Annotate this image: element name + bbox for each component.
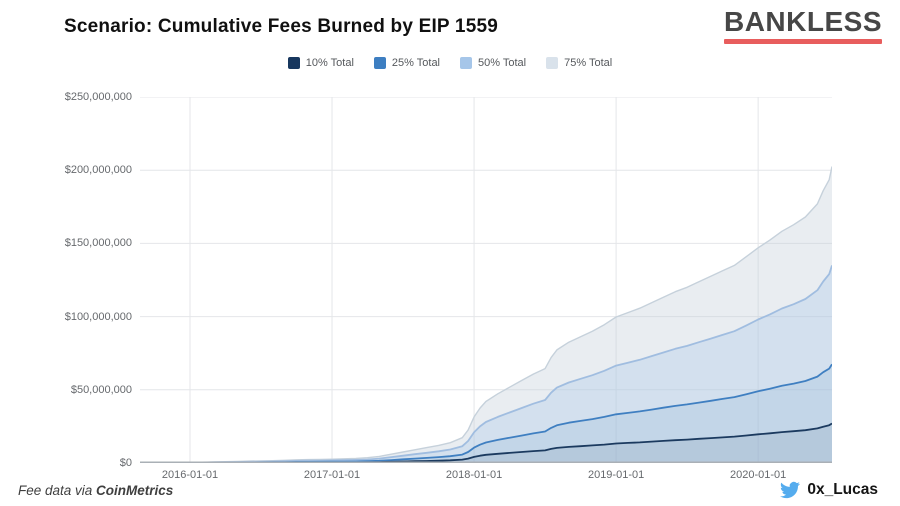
bankless-logo: BANKLESS — [723, 6, 882, 44]
legend-swatch-10-total — [287, 57, 300, 69]
legend-label: 10% Total — [305, 57, 354, 69]
plot-area — [139, 96, 833, 464]
legend-item-50-total[interactable]: 50% Total — [460, 57, 526, 69]
legend-item-25-total[interactable]: 25% Total — [373, 57, 440, 69]
y-tick-label: $100,000,000 — [64, 310, 132, 323]
area-50-total — [140, 265, 832, 463]
legend-label: 25% Total — [391, 57, 440, 69]
x-tick-label: 2019-01-01 — [587, 469, 645, 481]
area-75-total — [140, 166, 832, 463]
y-tick-label: $200,000,000 — [64, 164, 132, 177]
y-tick-label: $250,000,000 — [64, 91, 132, 103]
area-10-total — [140, 423, 832, 463]
data-source-prefix: Fee data via — [18, 483, 97, 498]
bankless-logo-text: BANKLESS — [723, 6, 882, 37]
x-tick-label: 2020-01-01 — [730, 469, 787, 481]
legend-item-10-total[interactable]: 10% Total — [287, 57, 354, 69]
legend-item-75-total[interactable]: 75% Total — [546, 57, 612, 69]
legend-label: 50% Total — [478, 57, 527, 69]
x-tick-label: 2016-01-01 — [161, 469, 219, 481]
twitter-handle[interactable]: 0x_Lucas — [807, 481, 878, 498]
bankless-logo-underline — [723, 38, 882, 44]
area-25-total — [140, 364, 832, 463]
data-source-note: Fee data via CoinMetrics — [18, 483, 173, 498]
y-tick-label: $50,000,000 — [70, 383, 132, 396]
data-source-name: CoinMetrics — [96, 483, 174, 498]
legend-label: 75% Total — [564, 57, 613, 69]
chart-legend: 10% Total 25% Total 50% Total 75% Total — [0, 57, 900, 69]
legend-swatch-25-total — [373, 57, 386, 69]
twitter-icon — [780, 481, 801, 499]
legend-swatch-50-total — [460, 57, 472, 69]
chart-svg — [139, 96, 833, 464]
twitter-attribution[interactable]: 0x_Lucas — [780, 480, 878, 500]
legend-swatch-75-total — [546, 57, 559, 69]
chart-title: Scenario: Cumulative Fees Burned by EIP … — [64, 16, 498, 37]
x-tick-label: 2017-01-01 — [303, 469, 361, 481]
y-tick-label: $0 — [119, 457, 132, 469]
x-tick-label: 2018-01-01 — [445, 469, 503, 481]
y-tick-label: $150,000,000 — [64, 237, 132, 250]
